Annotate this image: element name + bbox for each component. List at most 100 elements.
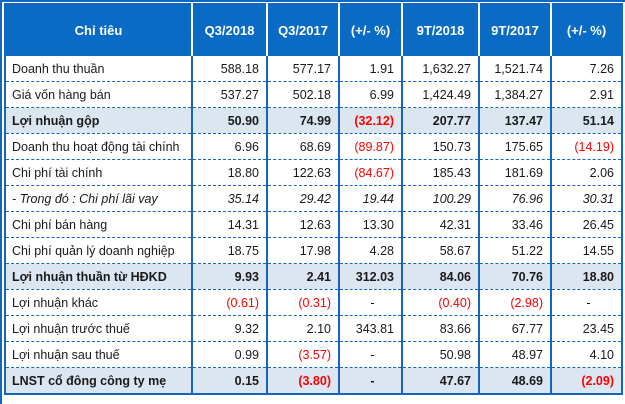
cell-value: 13.30 — [338, 211, 402, 238]
cell-value: (2.09) — [550, 367, 622, 394]
table-row: Chi phí quản lý doanh nghiệp 18.75 17.98 4.… — [5, 237, 622, 264]
cell-value: 1,424.49 — [401, 81, 479, 108]
cell-value: 83.66 — [401, 315, 479, 342]
cell-value: 14.31 — [191, 211, 267, 238]
row-label: - Trong đó : Chi phí lãi vay — [5, 185, 192, 212]
cell-value: 588.18 — [191, 55, 267, 82]
cell-value: 48.69 — [478, 367, 551, 394]
cell-value: 175.65 — [478, 133, 551, 160]
cell-value: 23.45 — [550, 315, 622, 342]
row-label: Lợi nhuận khác — [5, 289, 192, 316]
cell-value: - — [338, 341, 402, 368]
cell-value: 4.10 — [550, 341, 622, 368]
cell-value: 47.67 — [401, 367, 479, 394]
row-label: Lợi nhuận gộp — [5, 107, 192, 134]
header-9t-2018: 9T/2018 — [401, 4, 479, 56]
header-q3-2018: Q3/2018 — [191, 4, 267, 56]
cell-value: (0.40) — [401, 289, 479, 316]
cell-value: 0.15 — [191, 367, 267, 394]
cell-value: 9.32 — [191, 315, 267, 342]
cell-value: - — [338, 367, 402, 394]
table-row: LNST cổ đông công ty mẹ 0.15 (3.80) -47.67 4… — [5, 367, 622, 394]
cell-value: (0.61) — [191, 289, 267, 316]
cell-value: 150.73 — [401, 133, 479, 160]
table-row: Chi phí tài chính 18.80 122.63 (84.67) 185.4… — [5, 159, 622, 186]
cell-value: 2.10 — [266, 315, 339, 342]
cell-value: 50.90 — [191, 107, 267, 134]
cell-value: 343.81 — [338, 315, 402, 342]
cell-value: (32.12) — [338, 107, 402, 134]
cell-value: 181.69 — [478, 159, 551, 186]
cell-value: 185.43 — [401, 159, 479, 186]
row-label: Doanh thu thuần — [5, 55, 192, 82]
cell-value: 2.41 — [266, 263, 339, 290]
table-row: Giá vốn hàng bán 537.27 502.18 6.99 1,424.49… — [5, 81, 622, 108]
table-row: Lợi nhuận gộp 50.90 74.99 (32.12) 207.77 137.… — [5, 107, 622, 134]
cell-value: 6.96 — [191, 133, 267, 160]
cell-value: 6.99 — [338, 81, 402, 108]
cell-value: 577.17 — [266, 55, 339, 82]
row-label: Lợi nhuận sau thuế — [5, 341, 192, 368]
cell-value: 48.97 — [478, 341, 551, 368]
cell-value: 137.47 — [478, 107, 551, 134]
row-label: Chi phí quản lý doanh nghiệp — [5, 237, 192, 264]
cell-value: (0.31) — [266, 289, 339, 316]
cell-value: 14.55 — [550, 237, 622, 264]
row-label: Doanh thu hoạt động tài chính — [5, 133, 192, 160]
cell-value: 207.77 — [401, 107, 479, 134]
table-body: Doanh thu thuần 588.18 577.17 1.91 1,632.27 1… — [5, 55, 622, 394]
cell-value: 1,632.27 — [401, 55, 479, 82]
cell-value: 1,521.74 — [478, 55, 551, 82]
cell-value: 7.26 — [550, 55, 622, 82]
financial-results-table: Chỉ tiêu Q3/2018 Q3/2017 (+/- %) 9T/2018… — [4, 3, 623, 395]
cell-value: 9.93 — [191, 263, 267, 290]
cell-value: 18.75 — [191, 237, 267, 264]
header-q3-2017: Q3/2017 — [266, 4, 339, 56]
cell-value: 122.63 — [266, 159, 339, 186]
cell-value: 74.99 — [266, 107, 339, 134]
cell-value: 84.06 — [401, 263, 479, 290]
cell-value: 67.77 — [478, 315, 551, 342]
cell-value: 0.99 — [191, 341, 267, 368]
cell-value: 50.98 — [401, 341, 479, 368]
cell-value: - — [550, 289, 622, 316]
row-label: Chi phí tài chính — [5, 159, 192, 186]
cell-value: 19.44 — [338, 185, 402, 212]
cell-value: 70.76 — [478, 263, 551, 290]
table-row: - Trong đó : Chi phí lãi vay 35.14 29.42 19… — [5, 185, 622, 212]
header-chi-tieu: Chỉ tiêu — [5, 4, 192, 56]
table-row: Lợi nhuận trước thuế 9.32 2.10 343.81 83.66 6… — [5, 315, 622, 342]
cell-value: (89.87) — [338, 133, 402, 160]
cell-value: 312.03 — [338, 263, 402, 290]
cell-value: (3.80) — [266, 367, 339, 394]
cell-value: 76.96 — [478, 185, 551, 212]
outer-border-top-line — [0, 0, 625, 2]
table-row: Lợi nhuận thuần từ HĐKD 9.93 2.41 312.03 84.… — [5, 263, 622, 290]
cell-value: 58.67 — [401, 237, 479, 264]
outer-border-left-line — [0, 0, 2, 404]
table-row: Lợi nhuận sau thuế 0.99 (3.57) -50.98 48.97 4… — [5, 341, 622, 368]
row-label: Giá vốn hàng bán — [5, 81, 192, 108]
cell-value: 2.91 — [550, 81, 622, 108]
header-pct-quarter: (+/- %) — [338, 4, 402, 56]
cell-value: - — [338, 289, 402, 316]
cell-value: 537.27 — [191, 81, 267, 108]
cell-value: 18.80 — [191, 159, 267, 186]
cell-value: 51.22 — [478, 237, 551, 264]
cell-value: 68.69 — [266, 133, 339, 160]
cell-value: 17.98 — [266, 237, 339, 264]
cell-value: 2.06 — [550, 159, 622, 186]
cell-value: 4.28 — [338, 237, 402, 264]
table-row: Chi phí bán hàng 14.31 12.63 13.30 42.31 33.4… — [5, 211, 622, 238]
cell-value: 33.46 — [478, 211, 551, 238]
cell-value: (14.19) — [550, 133, 622, 160]
cell-value: 12.63 — [266, 211, 339, 238]
header-pct-9t: (+/- %) — [550, 4, 622, 56]
cell-value: 30.31 — [550, 185, 622, 212]
cell-value: 502.18 — [266, 81, 339, 108]
row-label: Lợi nhuận trước thuế — [5, 315, 192, 342]
cell-value: 18.80 — [550, 263, 622, 290]
cell-value: (3.57) — [266, 341, 339, 368]
cell-value: 26.45 — [550, 211, 622, 238]
